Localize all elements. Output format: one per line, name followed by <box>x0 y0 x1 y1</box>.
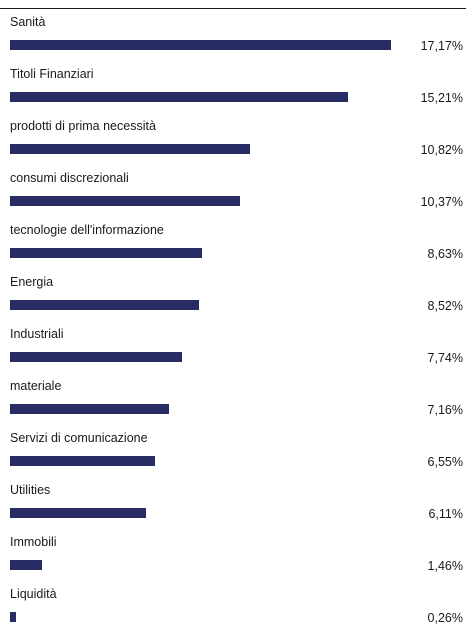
bar-row: Liquidità 0,26% <box>0 586 466 638</box>
bar <box>10 456 156 466</box>
bar-row: materiale 7,16% <box>0 378 466 430</box>
category-label: Utilities <box>10 483 51 497</box>
bar-row: prodotti di prima necessità 10,82% <box>0 118 466 170</box>
value-label: 0,26% <box>427 611 463 625</box>
bar <box>10 560 43 570</box>
value-label: 6,55% <box>427 455 463 469</box>
top-divider <box>0 8 466 9</box>
category-label: Titoli Finanziari <box>10 67 94 81</box>
value-label: 6,11% <box>428 507 463 521</box>
bar-row: tecnologie dell'informazione 8,63% <box>0 222 466 274</box>
value-label: 10,37% <box>420 195 463 209</box>
bar-row: Immobili 1,46% <box>0 534 466 586</box>
bar-row: Servizi di comunicazione 6,55% <box>0 430 466 482</box>
value-label: 8,52% <box>427 299 463 313</box>
category-label: Sanità <box>10 15 46 29</box>
bar <box>10 144 251 154</box>
category-label: consumi discrezionali <box>10 171 129 185</box>
sector-allocation-bar-chart: Sanità 17,17% Titoli Finanziari 15,21% prodo… <box>0 14 466 625</box>
category-label: Servizi di comunicazione <box>10 431 148 445</box>
bar <box>10 248 202 258</box>
category-label: Industriali <box>10 327 64 341</box>
bar <box>10 612 16 622</box>
bar <box>10 92 348 102</box>
value-label: 17,17% <box>420 39 463 53</box>
bar-row: consumi discrezionali 10,37% <box>0 170 466 222</box>
category-label: prodotti di prima necessità <box>10 119 156 133</box>
category-label: Liquidità <box>10 587 57 601</box>
category-label: Energia <box>10 275 54 289</box>
category-label: tecnologie dell'informazione <box>10 223 164 237</box>
value-label: 1,46% <box>427 559 463 573</box>
category-label: materiale <box>10 379 62 393</box>
bar-row: Industriali 7,74% <box>0 326 466 378</box>
bar-row: Utilities 6,11% <box>0 482 466 534</box>
bar <box>10 352 182 362</box>
bar <box>10 300 200 310</box>
category-label: Immobili <box>10 535 57 549</box>
bar-row: Energia 8,52% <box>0 274 466 326</box>
value-label: 8,63% <box>427 247 463 261</box>
bar <box>10 40 392 50</box>
bar <box>10 196 241 206</box>
bar-row: Titoli Finanziari 15,21% <box>0 66 466 118</box>
bar <box>10 508 146 518</box>
bar <box>10 404 169 414</box>
bar-row: Sanità 17,17% <box>0 14 466 66</box>
value-label: 7,74% <box>427 351 463 365</box>
value-label: 15,21% <box>420 91 463 105</box>
value-label: 10,82% <box>420 143 463 157</box>
value-label: 7,16% <box>427 403 463 417</box>
